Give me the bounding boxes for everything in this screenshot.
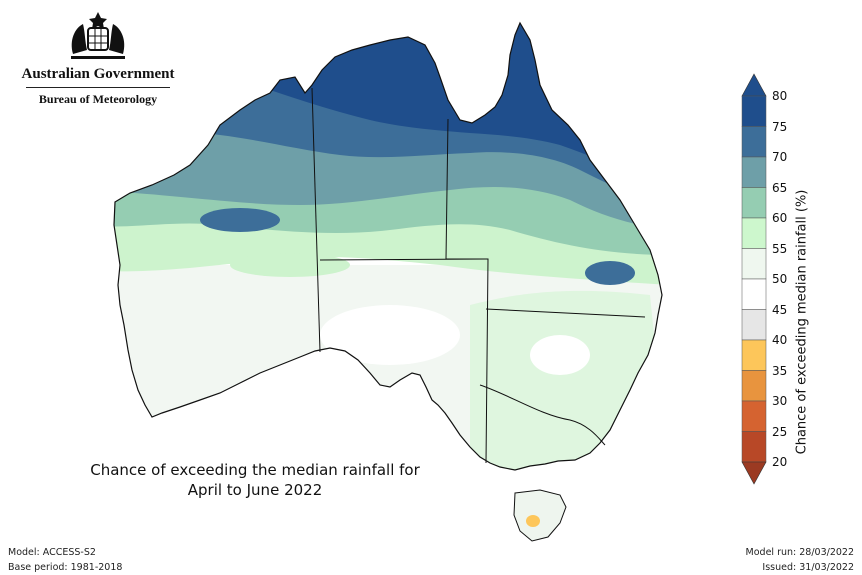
state-borders — [311, 87, 646, 464]
model-name: Model: ACCESS-S2 — [8, 547, 96, 558]
government-logo: Australian Government Bureau of Meteorol… — [18, 10, 178, 110]
colorbar-tick-label: 80 — [772, 89, 788, 103]
colorbar-extend-low — [741, 461, 767, 485]
colorbar-segment — [741, 248, 767, 280]
colorbar-tick-label: 65 — [772, 180, 788, 195]
coastline — [113, 21, 663, 471]
colorbar-scale — [741, 73, 767, 485]
colorbar-tick-label: 20 — [772, 455, 788, 469]
colorbar-tick-label: 70 — [772, 150, 788, 164]
colorbar-tick-label: 75 — [772, 119, 788, 134]
colorbar-segment — [741, 278, 767, 310]
issued-date: Issued: 31/03/2022 — [762, 562, 854, 573]
probability-shading — [114, 23, 662, 470]
colorbar-segment — [741, 431, 767, 463]
model-info: Model: ACCESS-S2 Base period: 1981-2018 — [8, 545, 122, 575]
colorbar-tick-label: 50 — [772, 272, 788, 286]
colorbar-tick-label: 60 — [772, 211, 788, 225]
agency-name: Bureau of Meteorology — [38, 92, 158, 106]
government-name: Australian Government — [21, 66, 175, 82]
divider — [26, 87, 170, 88]
colorbar: 80 75 70 65 60 55 50 45 40 35 30 25 20 Chance of exc… — [736, 70, 856, 510]
colorbar-tick-label: 45 — [772, 302, 788, 317]
australia-rainfall-map — [113, 21, 663, 542]
colorbar-segment — [741, 126, 767, 158]
colorbar-segment — [741, 156, 767, 188]
base-period: Base period: 1981-2018 — [8, 562, 123, 573]
colorbar-extend-high — [741, 73, 767, 97]
map-title: Chance of exceeding the median rainfall … — [90, 461, 420, 499]
colorbar-tick-label: 40 — [772, 333, 788, 347]
colorbar-segment — [741, 217, 767, 249]
issue-info: Model run: 28/03/2022 Issued: 31/03/2022 — [746, 545, 854, 575]
colorbar-tick-label: 35 — [772, 363, 788, 378]
colorbar-segment — [741, 400, 767, 432]
colorbar-segment — [741, 187, 767, 219]
colorbar-segment — [741, 95, 767, 127]
colorbar-tick-label: 30 — [772, 394, 788, 408]
tasmania-dry-patch — [526, 515, 540, 527]
tasmania — [513, 489, 567, 542]
colorbar-tick-label: 25 — [772, 424, 788, 439]
colorbar-tick-label: 55 — [772, 241, 788, 256]
colorbar-segment — [741, 339, 767, 371]
colorbar-segment — [741, 309, 767, 341]
colorbar-label: Chance of exceeding median rainfall (%) — [794, 189, 810, 455]
colorbar-segment — [741, 370, 767, 402]
coat-of-arms-icon — [71, 12, 125, 59]
model-run-date: Model run: 28/03/2022 — [745, 547, 854, 558]
